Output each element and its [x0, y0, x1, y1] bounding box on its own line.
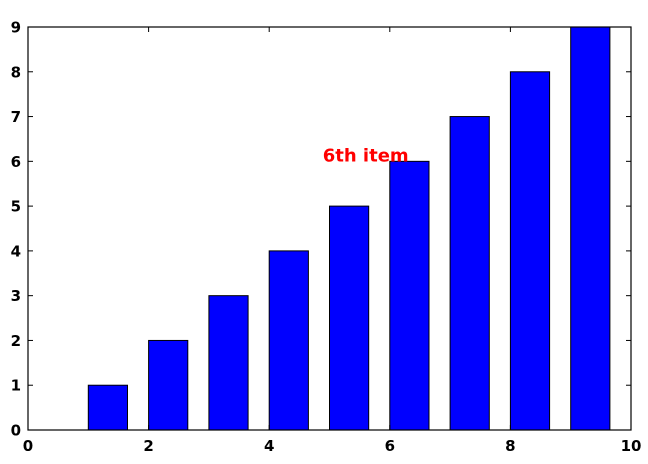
bar-8	[509, 71, 551, 431]
x-tick-label: 2	[143, 437, 153, 455]
y-axis: 0 1 2 3 4 5 6 7 8 9	[11, 19, 631, 440]
y-tick-label: 3	[11, 287, 21, 305]
x-tick-label: 0	[23, 437, 33, 455]
x-tick-label: 6	[385, 437, 395, 455]
y-tick-label: 9	[11, 19, 21, 37]
bar-9	[570, 26, 611, 431]
y-tick-label: 7	[11, 108, 21, 126]
bars-group	[87, 26, 611, 431]
y-tick-label: 0	[11, 422, 21, 440]
bar-2	[148, 339, 189, 431]
x-tick-label: 8	[505, 437, 515, 455]
bar-7	[449, 116, 490, 431]
bar-3	[208, 295, 249, 431]
bar-1	[87, 384, 128, 431]
y-tick-label: 8	[11, 63, 21, 81]
y-tick-label: 5	[11, 198, 21, 216]
y-tick-label: 2	[11, 332, 21, 350]
x-tick-label: 4	[264, 437, 274, 455]
plot-frame	[27, 26, 632, 431]
bar-4	[268, 250, 309, 431]
y-tick-label: 1	[11, 377, 21, 395]
x-tick-label: 10	[621, 437, 642, 455]
annotation-label: 6th item	[323, 145, 409, 166]
y-tick-label: 4	[11, 242, 21, 260]
bar-6	[389, 160, 430, 431]
y-tick-label: 6	[11, 153, 21, 171]
x-axis: 0 2 4 6 8 10	[23, 27, 642, 455]
bar-5	[329, 205, 370, 431]
